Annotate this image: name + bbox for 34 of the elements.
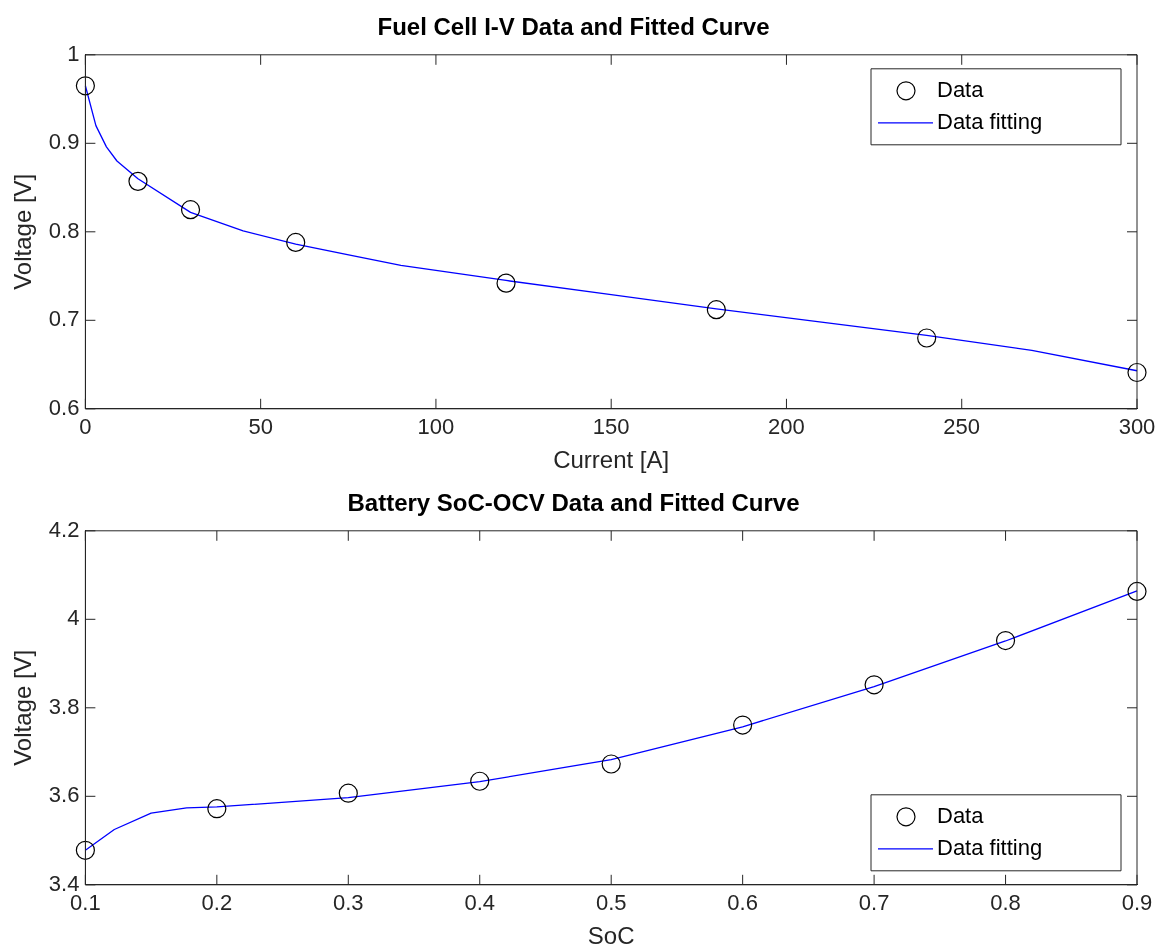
legend-label: Data bbox=[937, 802, 985, 828]
x-axis-title: Current [A] bbox=[553, 446, 670, 474]
x-tick-label: 0.7 bbox=[858, 890, 890, 916]
y-tick-label: 0.8 bbox=[48, 217, 80, 243]
x-tick-label: 0.9 bbox=[1121, 890, 1153, 916]
x-tick-label: 50 bbox=[248, 414, 273, 440]
y-tick-label: 4 bbox=[67, 605, 80, 631]
y-tick-label: 0.9 bbox=[48, 129, 80, 155]
y-tick-label: 4.2 bbox=[48, 516, 80, 542]
y-tick-label: 1 bbox=[67, 40, 80, 66]
legend-label: Data bbox=[937, 76, 985, 102]
x-tick-label: 0.6 bbox=[727, 890, 758, 916]
x-tick-label: 0 bbox=[79, 414, 92, 440]
x-axis-title: SoC bbox=[587, 922, 635, 950]
x-tick-label: 0.5 bbox=[595, 890, 627, 916]
x-tick-label: 250 bbox=[943, 414, 981, 440]
chart-title: Fuel Cell I-V Data and Fitted Curve bbox=[377, 13, 770, 41]
legend-label: Data fitting bbox=[937, 108, 1043, 134]
y-tick-label: 3.8 bbox=[48, 693, 80, 719]
y-tick-label: 0.7 bbox=[48, 306, 80, 332]
legend-label: Data fitting bbox=[937, 834, 1043, 860]
y-axis-title: Voltage [V] bbox=[9, 173, 37, 290]
y-tick-label: 0.6 bbox=[48, 394, 80, 420]
x-tick-label: 0.8 bbox=[990, 890, 1021, 916]
x-tick-label: 0.2 bbox=[201, 890, 233, 916]
x-tick-label: 0.4 bbox=[464, 890, 496, 916]
y-axis-title: Voltage [V] bbox=[9, 649, 37, 766]
x-tick-label: 200 bbox=[768, 414, 805, 440]
chart-title: Battery SoC-OCV Data and Fitted Curve bbox=[347, 489, 800, 517]
x-tick-label: 300 bbox=[1118, 414, 1156, 440]
x-tick-label: 150 bbox=[592, 414, 630, 440]
x-tick-label: 100 bbox=[417, 414, 455, 440]
y-tick-label: 3.6 bbox=[48, 782, 80, 808]
x-tick-label: 0.3 bbox=[332, 890, 364, 916]
